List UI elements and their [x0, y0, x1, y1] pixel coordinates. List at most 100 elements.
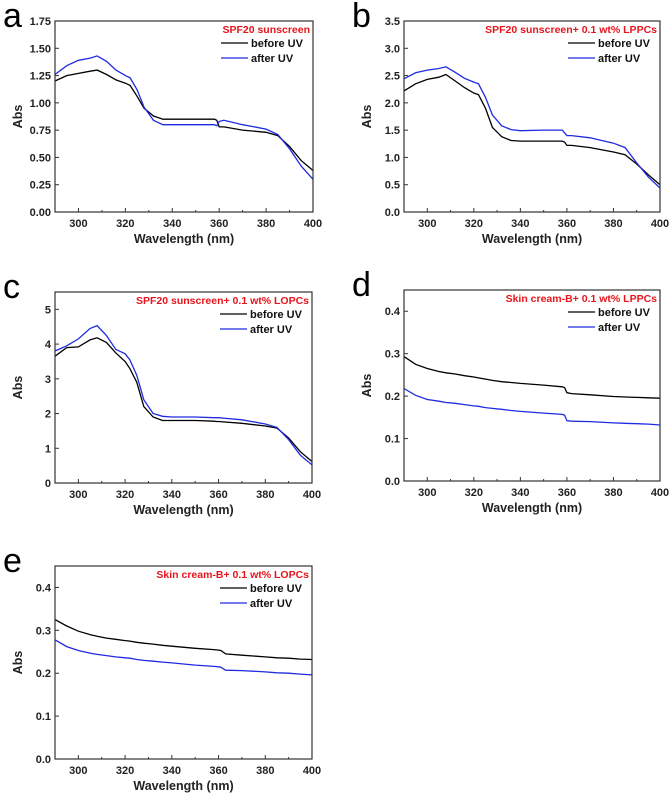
x-tick-label: 380: [256, 489, 274, 501]
y-tick-label: 0.1: [36, 711, 51, 723]
series-line-before-uv: [403, 73, 661, 186]
y-tick-label: 0.2: [385, 391, 400, 403]
legend-label: before UV: [250, 309, 303, 321]
x-tick-label: 380: [604, 487, 622, 499]
x-tick-label: 400: [303, 489, 321, 501]
x-tick-label: 320: [116, 489, 134, 501]
x-tick-label: 340: [163, 489, 181, 501]
x-tick-label: 380: [257, 218, 275, 230]
legend-label: before UV: [251, 38, 304, 50]
y-tick-label: 0.3: [36, 625, 51, 637]
y-tick-label: 1.0: [385, 152, 400, 164]
x-axis-title: Wavelength (nm): [133, 779, 233, 793]
y-tick-label: 2: [45, 409, 51, 421]
x-tick-label: 340: [511, 487, 529, 499]
legend-label: after UV: [250, 598, 293, 610]
y-tick-label: 1: [45, 443, 51, 455]
panel-title: SPF20 sunscreen+ 0.1 wt% LOPCs: [136, 295, 309, 307]
plot-frame: [403, 289, 661, 482]
legend-label: after UV: [598, 53, 641, 65]
series-line-before-uv: [54, 619, 313, 661]
plot-frame: [54, 20, 314, 213]
x-axis-title: Wavelength (nm): [133, 503, 233, 517]
panel-label: e: [3, 542, 22, 580]
y-tick-label: 5: [45, 304, 51, 316]
x-tick-label: 300: [418, 487, 436, 499]
y-tick-label: 0: [45, 478, 51, 490]
y-tick-label: 0.25: [30, 180, 51, 192]
y-axis-title: Abs: [360, 105, 374, 129]
panel-label: c: [3, 268, 20, 306]
x-tick-label: 360: [209, 489, 227, 501]
x-tick-label: 300: [69, 489, 87, 501]
x-tick-label: 300: [69, 765, 87, 777]
x-tick-label: 360: [209, 765, 227, 777]
series-line-after-uv: [403, 66, 661, 189]
x-tick-label: 300: [69, 218, 87, 230]
legend-label: after UV: [251, 53, 294, 65]
x-tick-label: 320: [116, 765, 134, 777]
panel-label: a: [3, 0, 22, 35]
y-tick-label: 1.75: [30, 16, 51, 28]
x-tick-label: 300: [418, 218, 436, 230]
plot-frame: [54, 565, 313, 760]
x-tick-label: 400: [304, 218, 322, 230]
x-axis-title: Wavelength (nm): [482, 501, 582, 515]
x-tick-label: 320: [465, 487, 483, 499]
x-tick-label: 400: [303, 765, 321, 777]
y-tick-label: 0.3: [385, 349, 400, 361]
y-axis-title: Abs: [11, 651, 25, 675]
y-tick-label: 0.4: [385, 306, 401, 318]
x-tick-label: 340: [511, 218, 529, 230]
y-tick-label: 3.0: [385, 43, 400, 55]
x-tick-label: 320: [116, 218, 134, 230]
x-tick-label: 320: [465, 218, 483, 230]
y-axis-title: Abs: [360, 374, 374, 398]
series-line-before-uv: [54, 337, 313, 462]
series-line-after-uv: [54, 639, 313, 676]
panel-title: Skin cream-B+ 0.1 wt% LPPCs: [506, 293, 658, 305]
y-axis-title: Abs: [11, 105, 25, 129]
x-tick-label: 380: [256, 765, 274, 777]
y-tick-label: 0.0: [385, 207, 400, 219]
y-tick-label: 0.75: [30, 125, 51, 137]
panel-c: 300 320 340 360 380 400 0 1 2 3 4 5 Wavelength (nm) A…: [3, 268, 321, 517]
y-tick-label: 0.00: [30, 207, 51, 219]
legend-label: after UV: [598, 322, 641, 334]
y-tick-label: 0.0: [36, 754, 51, 766]
y-tick-label: 0.0: [385, 476, 400, 488]
y-tick-label: 1.5: [385, 125, 400, 137]
panel-a: 300 320 340 360 380 400 0.00 0.25 0.50 0.75 1.00 1.…: [3, 0, 322, 246]
y-tick-label: 1.50: [30, 43, 51, 55]
y-tick-label: 0.5: [385, 180, 400, 192]
x-tick-label: 360: [210, 218, 228, 230]
legend-label: before UV: [250, 583, 303, 595]
x-axis-title: Wavelength (nm): [482, 232, 582, 246]
x-tick-label: 340: [163, 765, 181, 777]
y-tick-label: 0.50: [30, 152, 51, 164]
y-tick-label: 0.4: [36, 582, 52, 594]
panel-b: 300 320 340 360 380 400 0.0 0.5 1.0 1.5 2.0 2.5 3.0 3…: [352, 0, 669, 246]
plot-frame: [54, 291, 313, 484]
x-tick-label: 400: [651, 218, 669, 230]
y-tick-label: 2.0: [385, 98, 400, 110]
panel-title: Skin cream-B+ 0.1 wt% LOPCs: [156, 569, 309, 581]
plot-frame: [403, 20, 661, 213]
legend-label: before UV: [598, 38, 651, 50]
x-tick-label: 360: [558, 487, 576, 499]
panel-label: b: [352, 0, 371, 35]
y-tick-label: 3.5: [385, 16, 400, 28]
y-tick-label: 1.00: [30, 98, 51, 110]
legend-label: before UV: [598, 307, 651, 319]
panel-d: 300 320 340 360 380 400 0.0 0.1 0.2 0.3 0.4 Wavelen…: [352, 266, 669, 515]
y-tick-label: 0.1: [385, 434, 400, 446]
x-tick-label: 340: [163, 218, 181, 230]
series-line-after-uv: [54, 55, 314, 180]
x-tick-label: 400: [651, 487, 669, 499]
y-tick-label: 0.2: [36, 668, 51, 680]
y-tick-label: 3: [45, 374, 51, 386]
panel-label: d: [352, 266, 371, 304]
panel-e: 300 320 340 360 380 400 0.0 0.1 0.2 0.3 0.4 Wavelen…: [3, 542, 321, 793]
